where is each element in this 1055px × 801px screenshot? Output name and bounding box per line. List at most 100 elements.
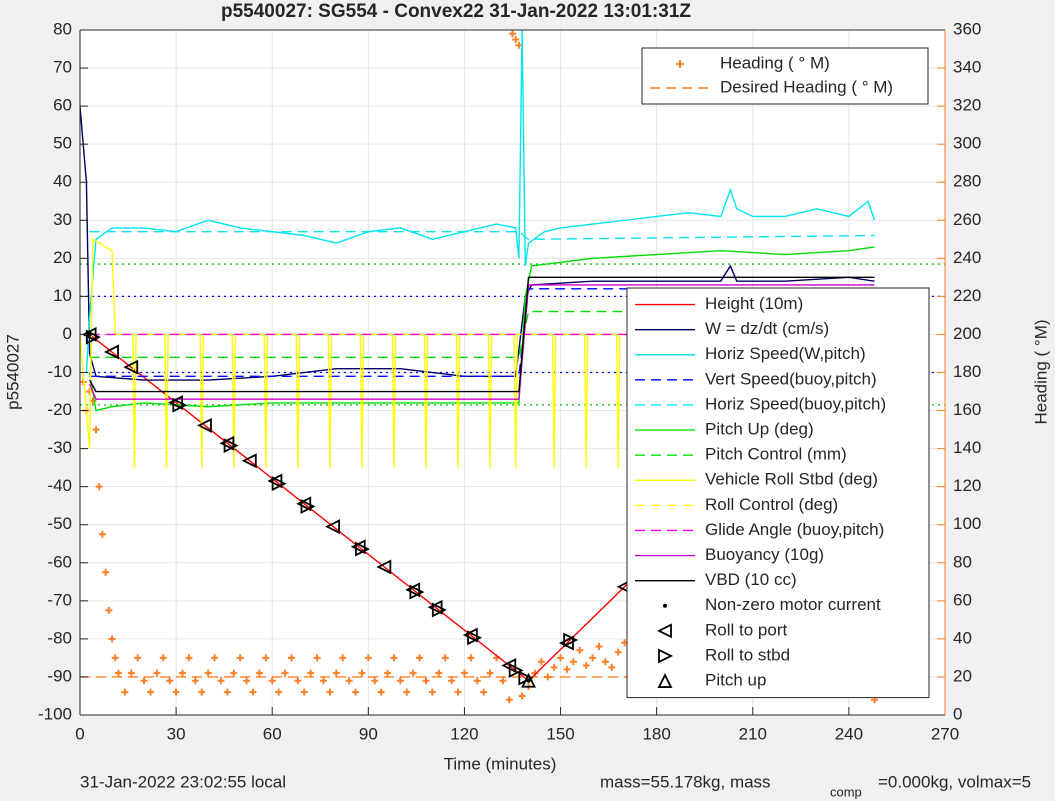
legend-label: Pitch up	[705, 671, 766, 690]
data-point	[509, 30, 516, 38]
legend-label: Pitch Control (mm)	[705, 445, 847, 464]
legend-label: Vert Speed(buoy,pitch)	[705, 369, 877, 388]
series-line	[80, 106, 875, 381]
data-point	[217, 677, 225, 685]
data-point	[422, 677, 430, 685]
legend-label: Horiz Speed(W,pitch)	[705, 344, 866, 363]
data-point	[480, 688, 488, 696]
data-point	[223, 688, 231, 696]
y2-tick-label: 160	[953, 400, 981, 419]
data-point	[569, 658, 577, 666]
x-tick-label: 60	[263, 724, 282, 743]
x-tick-label: 180	[642, 724, 670, 743]
x-tick-label: 210	[739, 724, 767, 743]
y2-tick-label: 180	[953, 362, 981, 381]
series-line	[88, 284, 875, 400]
data-point	[332, 669, 340, 677]
data-point	[95, 483, 103, 491]
y-axis-label: p5540027	[3, 334, 22, 410]
series-line	[88, 246, 875, 412]
data-point	[114, 669, 122, 677]
marker	[663, 603, 667, 608]
data-point	[271, 476, 287, 492]
data-point	[454, 688, 462, 696]
data-point	[355, 541, 370, 557]
data-point	[241, 453, 257, 469]
y-tick-label: 70	[53, 58, 72, 77]
x-tick-label: 240	[835, 724, 863, 743]
y-tick-label: 50	[53, 134, 72, 153]
data-point	[172, 397, 188, 413]
data-point	[81, 326, 97, 342]
data-point	[196, 417, 212, 433]
y2-tick-label: 20	[953, 666, 972, 685]
data-point	[236, 654, 244, 662]
data-point	[352, 688, 360, 696]
data-point	[105, 606, 113, 614]
data-point	[557, 654, 565, 662]
y-tick-label: -10	[47, 362, 72, 381]
data-point	[537, 658, 545, 666]
footer-volmax: =0.000kg, volmax=5	[878, 772, 1031, 791]
data-point	[121, 688, 129, 696]
legend-label: Roll to port	[705, 620, 787, 639]
data-point	[376, 559, 392, 575]
data-point	[168, 395, 184, 411]
y-tick-label: -80	[47, 628, 72, 647]
data-point	[267, 473, 283, 489]
series-line	[85, 30, 876, 373]
data-point	[595, 643, 603, 650]
data-point	[146, 688, 154, 696]
legend-box	[641, 47, 929, 105]
data-point	[300, 498, 316, 514]
data-point	[512, 36, 520, 44]
y-tick-label: -50	[47, 514, 72, 533]
x-axis-label: Time (minutes)	[444, 754, 557, 773]
y-tick-label: 60	[53, 96, 72, 115]
legend-label: Vehicle Roll Stbd (deg)	[705, 470, 878, 489]
data-point	[558, 635, 574, 651]
data-point	[281, 669, 289, 677]
legend-label: Heading ( ° M)	[720, 53, 830, 72]
data-point	[211, 654, 219, 662]
marker	[656, 623, 672, 639]
data-point	[185, 654, 193, 662]
marker	[658, 648, 674, 664]
data-point	[230, 669, 238, 677]
data-point	[371, 677, 379, 685]
data-point	[428, 688, 436, 696]
y2-tick-label: 300	[953, 134, 981, 153]
data-point	[416, 654, 424, 662]
data-point	[140, 677, 148, 685]
data-point	[460, 669, 468, 677]
data-point	[518, 692, 526, 700]
y2-tick-label: 80	[953, 552, 972, 571]
data-point	[159, 654, 167, 662]
y2-tick-label: 260	[953, 210, 981, 229]
data-point	[108, 635, 116, 643]
data-point	[390, 654, 398, 662]
y-tick-label: -100	[38, 704, 72, 723]
legend-label: Horiz Speed(buoy,pitch)	[705, 394, 886, 413]
data-point	[345, 677, 353, 685]
data-point	[172, 688, 180, 696]
data-point	[243, 677, 251, 685]
legend-box	[626, 287, 930, 699]
x-tick-label: 90	[359, 724, 378, 743]
data-point	[294, 677, 302, 685]
data-point	[427, 599, 443, 615]
data-point	[339, 654, 347, 662]
footer-subscript: comp	[830, 784, 862, 799]
y2-tick-label: 120	[953, 476, 981, 495]
data-point	[313, 654, 321, 662]
y-tick-label: -60	[47, 552, 72, 571]
data-point	[98, 530, 106, 538]
data-point	[179, 669, 187, 677]
data-point	[467, 630, 483, 646]
data-point	[608, 663, 616, 671]
x-tick-label: 150	[546, 724, 574, 743]
footer-mass: mass=55.178kg, mass	[600, 772, 771, 791]
y-tick-label: -90	[47, 666, 72, 685]
y2-tick-label: 200	[953, 324, 981, 343]
data-point	[300, 688, 308, 696]
